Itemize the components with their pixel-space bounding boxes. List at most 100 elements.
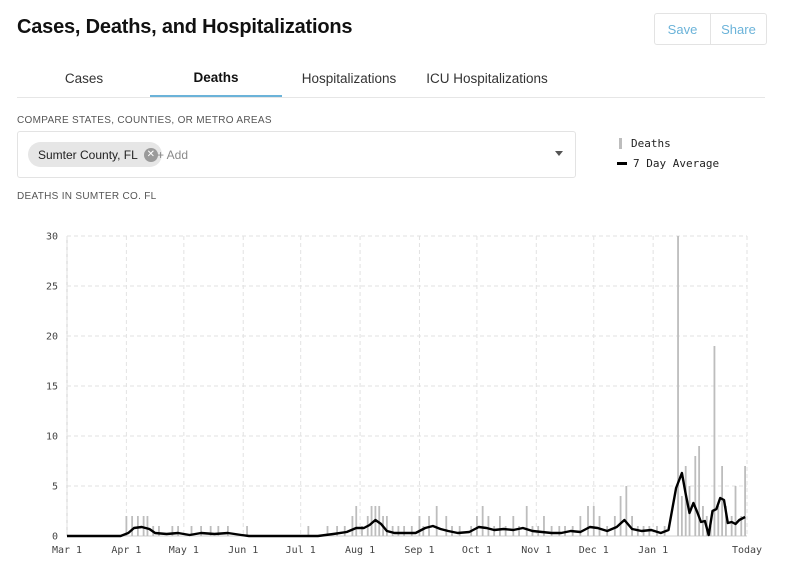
death-bar — [307, 526, 310, 536]
tab-hospitalizations[interactable]: Hospitalizations — [301, 70, 397, 86]
legend-label-average: 7 Day Average — [633, 156, 720, 170]
death-bar — [146, 516, 149, 536]
death-bar — [374, 506, 377, 536]
death-bar — [713, 346, 716, 536]
chevron-down-icon[interactable] — [555, 151, 563, 156]
chart-title: DEATHS IN SUMTER CO. FL — [17, 191, 157, 202]
death-bar — [418, 516, 421, 536]
location-chip[interactable]: Sumter County, FL ✕ — [28, 142, 162, 167]
death-bar — [217, 526, 220, 536]
death-bar — [361, 526, 363, 536]
share-button[interactable]: Share — [710, 14, 766, 44]
page-title: Cases, Deaths, and Hospitalizations — [17, 16, 353, 38]
death-bar — [642, 526, 645, 536]
death-bar — [428, 516, 430, 536]
death-bar — [403, 526, 406, 536]
death-bar — [397, 526, 400, 536]
tab-icu-hospitalizations[interactable]: ICU Hospitalizations — [426, 70, 548, 86]
legend-item-deaths: Deaths — [617, 133, 719, 153]
death-bar — [631, 516, 633, 536]
death-bar — [684, 466, 687, 536]
death-bar — [518, 526, 520, 536]
death-bar — [470, 526, 473, 536]
death-bar — [476, 516, 478, 536]
death-bar — [142, 516, 145, 536]
legend-label-deaths: Deaths — [631, 136, 671, 150]
death-bar — [200, 526, 202, 536]
death-bar — [227, 526, 229, 536]
x-tick-label: Aug 1 — [345, 545, 375, 556]
location-selector[interactable]: Sumter County, FL ✕ + Add — [17, 131, 576, 178]
death-bar — [351, 516, 354, 536]
death-bar — [734, 486, 737, 536]
death-bar — [606, 526, 609, 536]
tab-cases[interactable]: Cases — [64, 70, 104, 86]
death-bar — [246, 526, 248, 536]
tab-deaths[interactable]: Deaths — [150, 60, 282, 97]
death-bar — [717, 506, 720, 536]
death-bar — [613, 516, 616, 536]
x-tick-label: Nov 1 — [521, 545, 551, 556]
death-bar — [493, 526, 496, 536]
death-bar — [152, 526, 155, 536]
y-tick-label: 25 — [46, 282, 58, 293]
death-bar — [131, 516, 134, 536]
death-bar — [487, 516, 490, 536]
death-bar — [543, 516, 545, 536]
x-tick-label: Jan 1 — [638, 545, 668, 556]
death-bar — [677, 236, 679, 536]
x-tick-label: Today — [732, 545, 762, 556]
death-bar — [355, 506, 358, 536]
y-tick-label: 15 — [46, 382, 58, 393]
chart-legend: Deaths 7 Day Average — [617, 133, 719, 173]
death-bar — [171, 526, 174, 536]
death-bar — [336, 526, 338, 536]
add-location-input[interactable]: + Add — [157, 148, 189, 162]
death-bar — [694, 456, 697, 536]
death-bar — [326, 526, 329, 536]
death-bar — [190, 526, 193, 536]
remove-location-icon[interactable]: ✕ — [143, 147, 158, 162]
death-bar — [458, 526, 461, 536]
death-bar — [663, 526, 666, 536]
save-button[interactable]: Save — [667, 21, 698, 37]
death-bar — [451, 526, 453, 536]
death-bar — [579, 516, 582, 536]
death-bar — [592, 506, 595, 536]
metric-tabs: Cases Deaths Hospitalizations ICU Hospit… — [17, 60, 765, 98]
death-bar — [136, 516, 139, 536]
x-tick-label: Jul 1 — [286, 545, 316, 556]
x-tick-label: Apr 1 — [111, 545, 141, 556]
death-bar — [370, 506, 373, 536]
death-bar — [177, 526, 179, 536]
death-bar — [445, 516, 448, 536]
death-bar — [709, 526, 712, 536]
death-bar — [558, 526, 561, 536]
x-tick-label: May 1 — [169, 545, 199, 556]
death-bar — [158, 526, 160, 536]
y-tick-label: 5 — [52, 482, 58, 493]
bar-swatch-icon — [619, 137, 622, 149]
y-tick-label: 30 — [46, 232, 58, 243]
death-bar — [680, 496, 683, 536]
death-bar — [725, 506, 727, 536]
death-bar — [422, 526, 425, 536]
death-bar — [512, 516, 515, 536]
death-bar — [598, 516, 601, 536]
death-bar — [740, 516, 743, 536]
death-bar — [550, 526, 553, 536]
x-tick-label: Jun 1 — [228, 545, 258, 556]
x-tick-label: Sep 1 — [404, 545, 434, 556]
death-bar — [499, 516, 501, 536]
death-bar — [385, 516, 388, 536]
death-bar — [625, 486, 628, 536]
death-bar — [366, 516, 369, 536]
seven-day-average-line — [67, 471, 746, 538]
action-buttons: Save Share — [654, 13, 767, 45]
death-bar — [744, 466, 746, 536]
death-bar — [391, 526, 394, 536]
legend-item-average: 7 Day Average — [617, 153, 719, 173]
death-bar — [125, 516, 128, 536]
x-tick-label: Oct 1 — [462, 545, 492, 556]
death-bar — [378, 506, 381, 536]
